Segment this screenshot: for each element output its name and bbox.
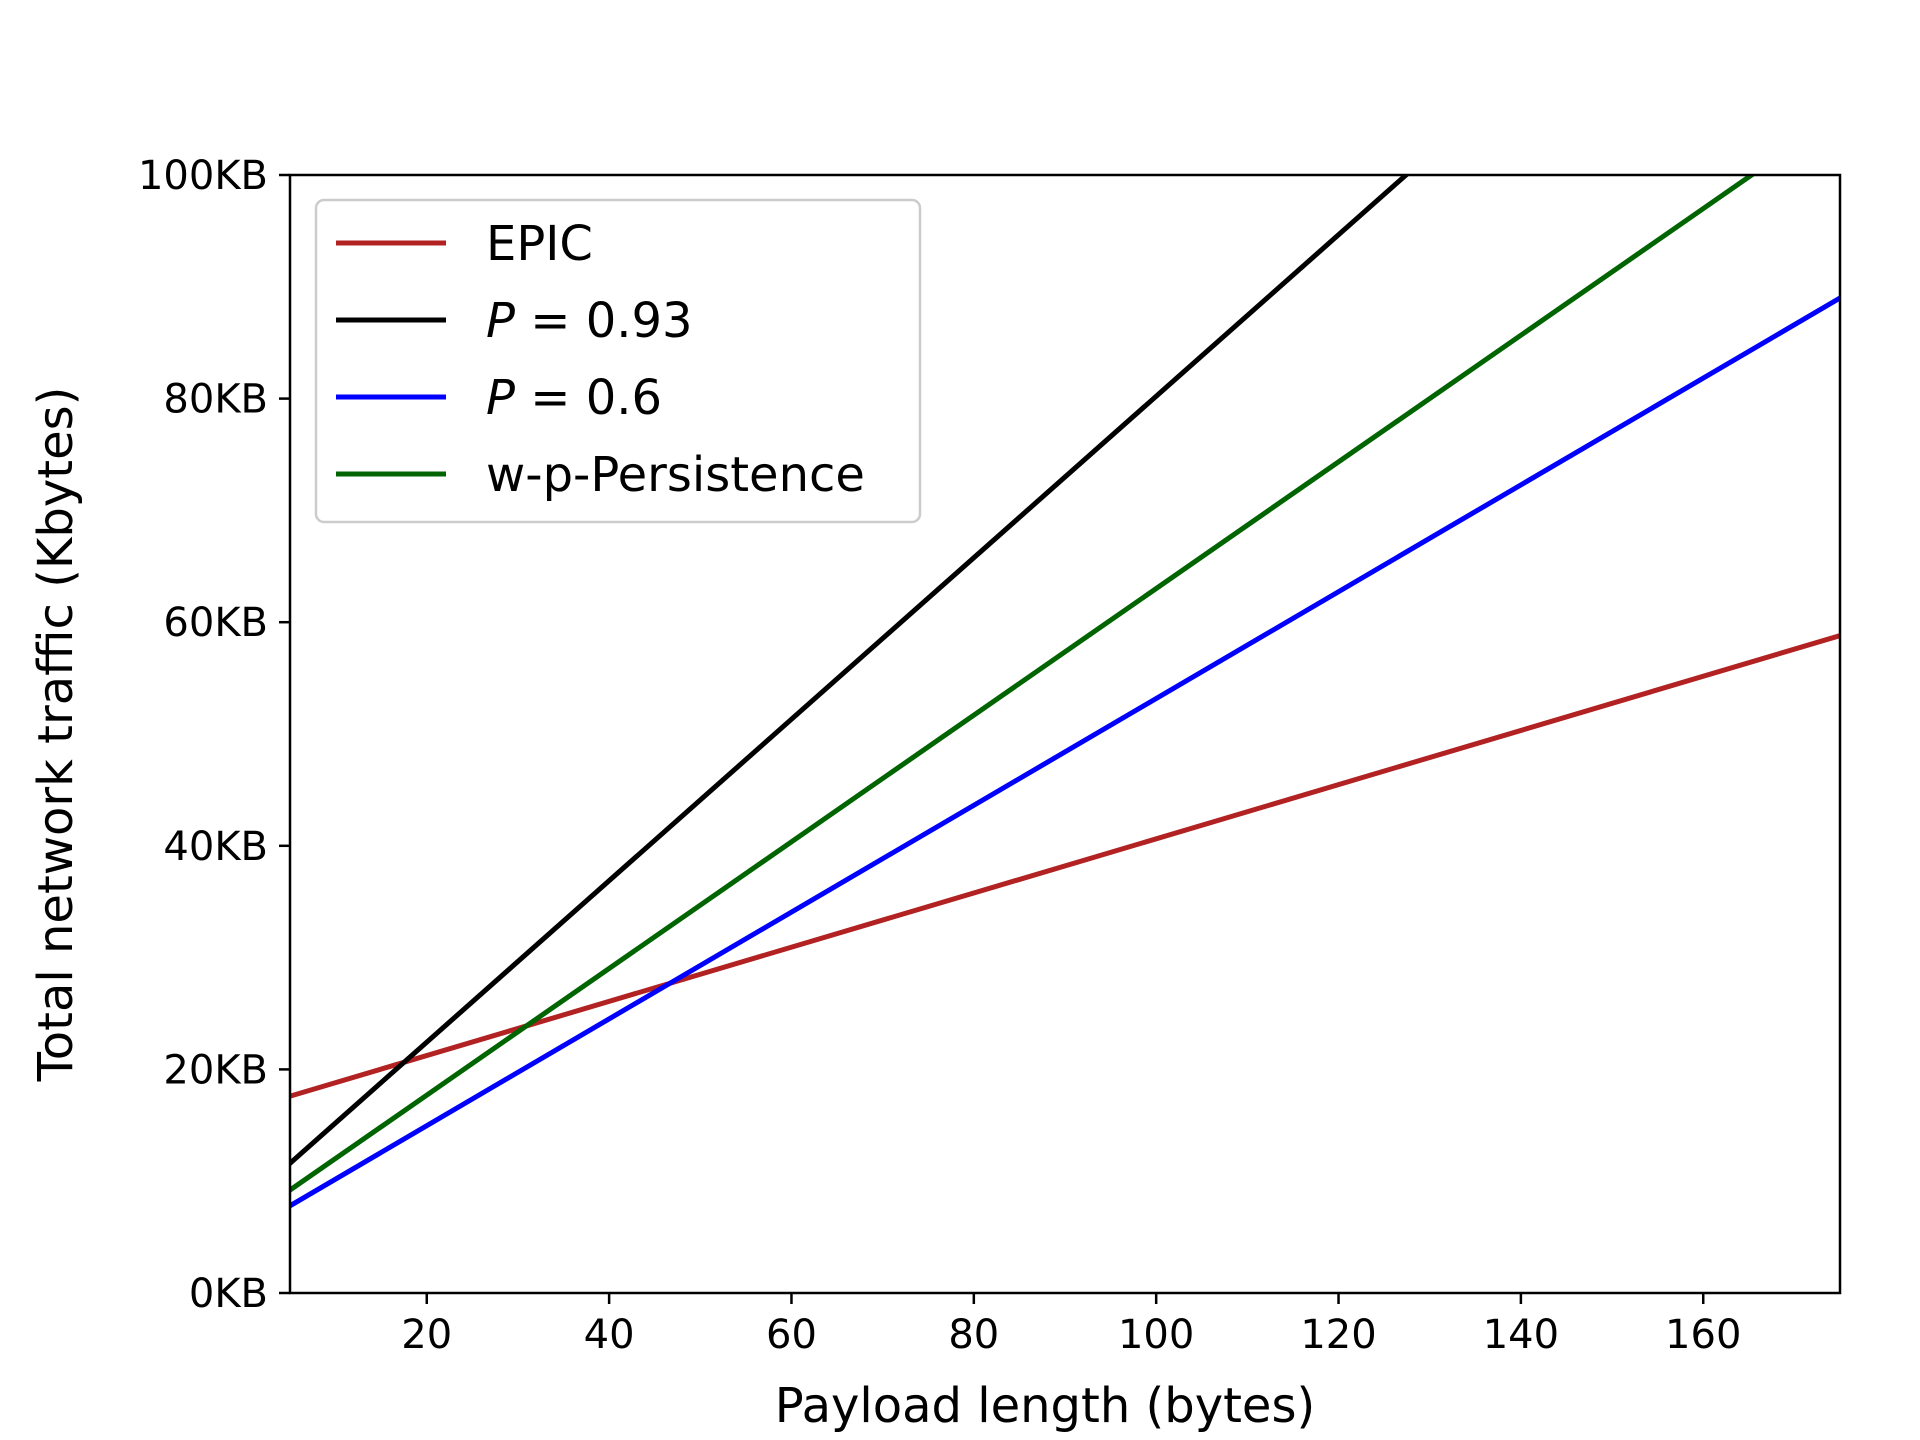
legend-label: w-p-Persistence — [486, 447, 865, 503]
y-tick-label: 0KB — [189, 1271, 268, 1317]
x-tick-label: 80 — [948, 1312, 999, 1358]
legend-variable: P — [486, 293, 515, 349]
legend-frame — [314, 198, 922, 524]
series-line-3 — [290, 175, 1756, 1194]
legend-value: = 0.93 — [515, 293, 693, 349]
x-tick-label: 100 — [1118, 1312, 1194, 1358]
y-tick-label: 60KB — [163, 600, 268, 646]
x-tick-label: 60 — [766, 1312, 817, 1358]
y-tick-label: 20KB — [163, 1047, 268, 1093]
y-tick-label: 80KB — [163, 377, 268, 423]
x-axis-title: Payload length (bytes) — [775, 1378, 1315, 1434]
series-layer — [290, 175, 1840, 1209]
y-tick-label: 100KB — [138, 153, 268, 199]
legend-variable: P — [486, 370, 515, 426]
series-line-2 — [290, 295, 1840, 1209]
x-tick-label: 20 — [401, 1312, 452, 1358]
legend-label: EPIC — [486, 216, 593, 272]
legend-label: P = 0.6 — [486, 370, 662, 426]
x-tick-label: 140 — [1483, 1312, 1559, 1358]
y-axis-title: Total network traffic (Kbytes) — [28, 387, 84, 1083]
plot-frame — [288, 173, 1842, 1295]
series-line-1 — [290, 175, 1410, 1167]
legend-label: P = 0.93 — [486, 293, 693, 349]
x-axis: 20 40 60 80 100 120 140 160 — [401, 1293, 1741, 1358]
series-line-0 — [290, 632, 1840, 1099]
x-tick-label: 160 — [1665, 1312, 1741, 1358]
y-tick-label: 40KB — [163, 824, 268, 870]
legend-value: = 0.6 — [515, 370, 662, 426]
x-tick-label: 40 — [584, 1312, 635, 1358]
y-axis: 0KB 20KB 40KB 60KB 80KB 100KB — [138, 153, 290, 1317]
x-tick-label: 120 — [1300, 1312, 1376, 1358]
